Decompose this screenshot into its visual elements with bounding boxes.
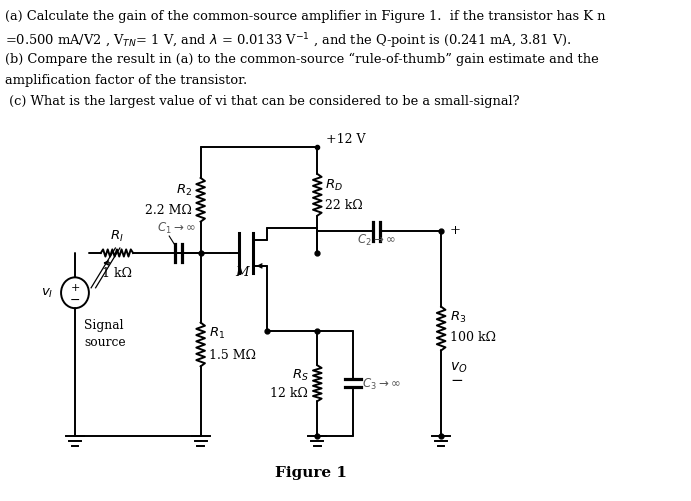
Text: 1 kΩ: 1 kΩ [102,267,132,280]
Text: (c) What is the largest value of vi that can be considered to be a small-signal?: (c) What is the largest value of vi that… [5,95,520,107]
Text: 1.5 MΩ: 1.5 MΩ [209,348,256,361]
Text: −: − [70,294,80,307]
Text: (a) Calculate the gain of the common-source amplifier in Figure 1.  if the trans: (a) Calculate the gain of the common-sou… [5,11,605,23]
Text: 22 kΩ: 22 kΩ [325,199,363,212]
Text: M: M [235,266,248,279]
Text: $R_D$: $R_D$ [325,178,343,193]
Text: +12 V: +12 V [326,133,366,146]
Text: (b) Compare the result in (a) to the common-source “rule-of-thumb” gain estimate: (b) Compare the result in (a) to the com… [5,53,598,66]
Text: amplification factor of the transistor.: amplification factor of the transistor. [5,74,247,86]
Text: $C_3 \to \infty$: $C_3 \to \infty$ [362,376,401,391]
Text: +: + [450,223,461,236]
Text: $C_2 \to \infty$: $C_2 \to \infty$ [357,232,396,247]
Text: −: − [450,374,463,387]
Text: +: + [70,282,79,292]
Text: $C_1 \to \infty$: $C_1 \to \infty$ [157,220,196,235]
Text: 12 kΩ: 12 kΩ [270,386,308,399]
Text: 2.2 MΩ: 2.2 MΩ [145,204,191,217]
Text: $R_S$: $R_S$ [292,367,308,382]
Text: $R_1$: $R_1$ [209,325,225,340]
Text: Signal: Signal [84,318,124,331]
Text: Figure 1: Figure 1 [275,465,347,479]
Text: 100 kΩ: 100 kΩ [450,330,496,343]
Text: $R_I$: $R_I$ [110,228,124,243]
Text: =0.500 mA/V2 , V$_{TN}$= 1 V, and $\lambda$ = 0.0133 V$^{-1}$ , and the Q-point : =0.500 mA/V2 , V$_{TN}$= 1 V, and $\lamb… [5,32,571,51]
Text: $R_3$: $R_3$ [450,310,466,325]
Text: $v_O$: $v_O$ [450,359,468,374]
Text: $v_I$: $v_I$ [41,287,53,300]
Text: $R_2$: $R_2$ [176,183,191,198]
Text: source: source [84,335,126,348]
